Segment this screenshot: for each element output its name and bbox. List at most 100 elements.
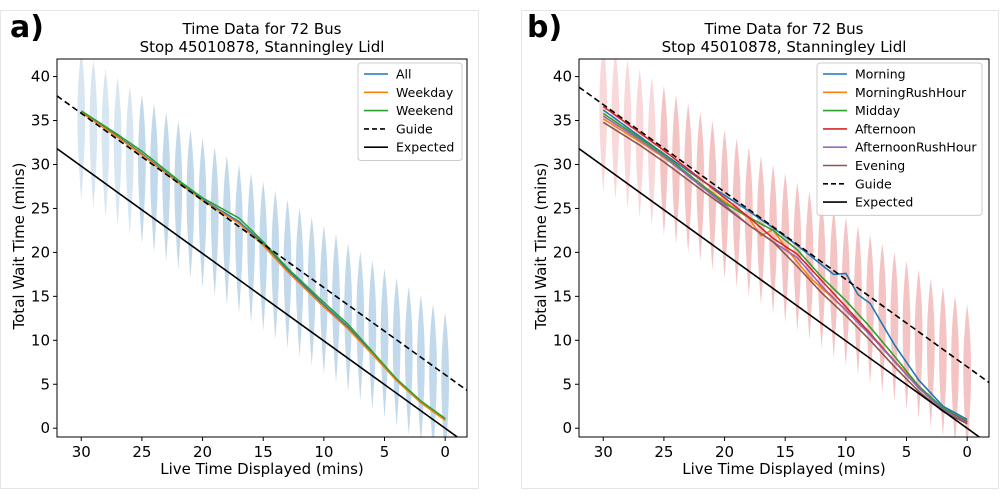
- panel-a-plot-content: [57, 59, 467, 437]
- violin-mark: [89, 59, 98, 210]
- series-line-afternoonrushhour: [602, 115, 968, 424]
- violin-mark: [210, 146, 219, 297]
- legend-label-morning: Morning: [855, 67, 906, 82]
- legend-label-afternoonrushhour: AfternoonRushHour: [855, 140, 977, 155]
- y-tick-label: 10: [31, 331, 50, 349]
- series-line-expected: [579, 148, 981, 437]
- y-tick-label: 15: [31, 287, 50, 305]
- legend-label-weekend: Weekend: [396, 103, 453, 118]
- violin-mark: [392, 277, 401, 427]
- chart-panel-a: a) Time Data for 72 Bus Stop 45010878, S…: [0, 10, 479, 489]
- violin-mark: [963, 304, 971, 437]
- series-line-expected: [57, 148, 459, 437]
- panel-b-plot-content: [579, 59, 989, 437]
- violin-mark: [186, 129, 195, 279]
- y-tick-label: 30: [31, 155, 50, 173]
- violin-mark: [150, 103, 158, 253]
- violin-mark: [344, 242, 352, 393]
- violin-mark: [635, 68, 644, 218]
- legend-label-afternoon: Afternoon: [855, 121, 916, 136]
- panel-b-label: b): [527, 10, 562, 45]
- y-tick-label: 30: [553, 155, 572, 173]
- panel-a-title-line-1: Time Data for 72 Bus: [182, 20, 342, 38]
- y-tick-label: 15: [553, 287, 572, 305]
- violin-mark: [332, 233, 340, 384]
- panel-b-title-line-1: Time Data for 72 Bus: [704, 20, 864, 38]
- violin-mark: [951, 295, 959, 437]
- legend-label-evening: Evening: [855, 158, 905, 173]
- panel-b-y-axis-label: Total Wait Time (mins): [532, 163, 550, 331]
- panel-a-title-line-2: Stop 45010878, Stanningley Lidl: [140, 38, 385, 56]
- violin-mark: [914, 269, 923, 419]
- y-tick-label: 25: [31, 199, 50, 217]
- violin-mark: [198, 138, 207, 288]
- legend-label-expected: Expected: [855, 195, 913, 210]
- violin-mark: [259, 181, 268, 332]
- x-tick-label: 15: [776, 443, 795, 461]
- panel-b-legend: Morning MorningRushHour Midday Afternoon Aft…: [816, 62, 983, 216]
- series-line-midday: [602, 112, 968, 422]
- y-tick-label: 5: [40, 375, 50, 393]
- x-tick-label: 0: [440, 443, 450, 461]
- x-tick-label: 10: [836, 443, 855, 461]
- violin-mark: [174, 120, 183, 271]
- violin-mark: [660, 85, 668, 236]
- violin-mark: [320, 225, 328, 375]
- x-tick-label: 25: [654, 443, 673, 461]
- x-tick-label: 5: [902, 443, 912, 461]
- legend-label-morningrushhour: MorningRushHour: [855, 85, 967, 100]
- violin-mark: [113, 77, 122, 227]
- violin-mark: [829, 208, 838, 358]
- violin-mark: [890, 251, 899, 402]
- x-tick-label: 20: [715, 443, 734, 461]
- y-tick-label: 20: [553, 243, 572, 261]
- panel-b-axes-frame: [578, 58, 990, 438]
- violin-mark: [380, 268, 389, 419]
- violin-mark: [368, 260, 377, 410]
- panel-a-x-axis-label: Live Time Displayed (mins): [160, 460, 364, 478]
- violin-mark: [817, 199, 826, 349]
- series-line-morning: [602, 109, 968, 421]
- chart-panel-b: b) Time Data for 72 Bus Stop 45010878, S…: [521, 10, 999, 489]
- y-tick-label: 5: [562, 375, 572, 393]
- series-line-guide: [57, 95, 467, 392]
- y-tick-label: 25: [553, 199, 572, 217]
- violin-mark: [647, 77, 656, 227]
- x-tick-label: 25: [132, 443, 151, 461]
- legend-label-all: All: [396, 67, 412, 82]
- x-tick-label: 20: [193, 443, 212, 461]
- x-tick-label: 15: [254, 443, 273, 461]
- series-line-weekday: [80, 111, 446, 421]
- violin-mark: [77, 59, 86, 201]
- panel-a-legend: All Weekday Weekend Guide Expected: [357, 62, 463, 161]
- violin-mark: [283, 199, 292, 349]
- y-tick-label: 0: [562, 419, 572, 437]
- series-line-evening: [602, 121, 968, 425]
- y-tick-label: 10: [553, 331, 572, 349]
- violin-mark: [404, 286, 413, 436]
- violin-mark: [744, 147, 753, 297]
- panel-b-border: [521, 10, 999, 489]
- violin-mark: [429, 303, 437, 437]
- panel-b-title-line-2: Stop 45010878, Stanningley Lidl: [662, 38, 907, 56]
- violin-mark: [672, 94, 680, 245]
- panel-a-y-axis-label: Total Wait Time (mins): [10, 163, 28, 331]
- violin-mark: [842, 217, 850, 367]
- x-tick-label: 30: [72, 443, 91, 461]
- series-line-weekend: [80, 110, 446, 420]
- legend-label-guide: Guide: [396, 121, 433, 136]
- y-tick-label: 0: [40, 419, 50, 437]
- panel-a-axes-frame: [56, 58, 468, 438]
- legend-label-guide: Guide: [855, 176, 892, 191]
- violin-mark: [356, 251, 365, 401]
- violin-mark: [902, 260, 911, 411]
- y-tick-label: 35: [553, 112, 572, 130]
- violin-mark: [926, 278, 935, 428]
- x-tick-label: 10: [314, 443, 333, 461]
- violin-mark: [805, 190, 814, 341]
- legend-label-weekday: Weekday: [396, 85, 454, 100]
- panel-a-border: [0, 10, 479, 489]
- violin-mark: [247, 172, 255, 323]
- violin-mark: [757, 155, 765, 306]
